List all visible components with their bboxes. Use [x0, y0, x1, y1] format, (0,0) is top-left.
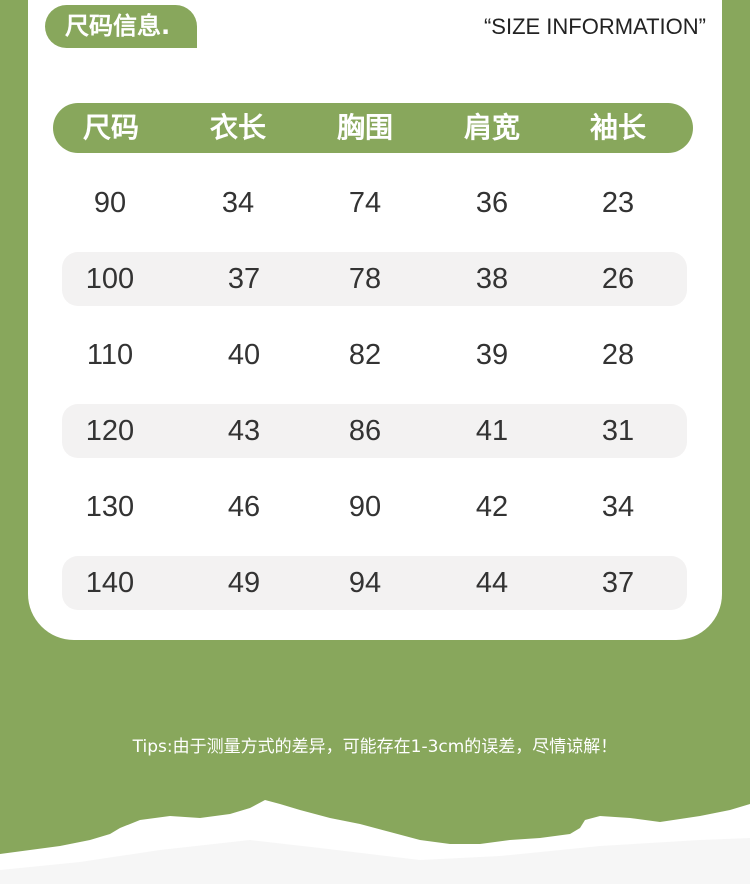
- table-cell: 86: [348, 415, 382, 447]
- table-cell: 38: [475, 263, 509, 295]
- column-header: 肩宽: [463, 111, 520, 144]
- table-cell: 41: [475, 415, 509, 447]
- table-cell: 28: [601, 339, 635, 371]
- table-cell: 40: [227, 339, 261, 371]
- table-cell: 78: [348, 263, 382, 295]
- table-cell: 43: [227, 415, 261, 447]
- table-row: 100 37 78 38 26: [62, 252, 687, 306]
- table-cell: 74: [348, 187, 382, 219]
- english-title: “SIZE INFORMATION”: [483, 14, 706, 39]
- table-cell: 37: [227, 263, 261, 295]
- table-cell: 90: [93, 187, 127, 219]
- column-header: 衣长: [209, 111, 266, 144]
- tips-text: Tips:由于测量方式的差异，可能存在1-3cm的误差，尽情谅解！: [132, 737, 618, 757]
- table-row: 130 46 90 42 34: [62, 480, 687, 534]
- column-header: 袖长: [589, 111, 646, 144]
- table-cell: 140: [85, 567, 135, 599]
- table-row: 120 43 86 41 31: [62, 404, 687, 458]
- torn-paper-edge: [0, 800, 750, 884]
- table-row: 110 40 82 39 28: [62, 328, 687, 382]
- table-cell: 23: [601, 187, 635, 219]
- table-header: 尺码 衣长 胸围 肩宽 袖长: [53, 103, 693, 153]
- table-cell: 34: [221, 187, 255, 219]
- table-cell: 82: [348, 339, 382, 371]
- table-cell: 31: [601, 415, 635, 447]
- table-row: 90 34 74 36 23: [62, 176, 687, 230]
- table-row: 140 49 94 44 37: [62, 556, 687, 610]
- table-cell: 42: [475, 491, 509, 523]
- column-header: 胸围: [336, 111, 393, 144]
- column-header: 尺码: [82, 111, 139, 144]
- table-cell: 46: [227, 491, 261, 523]
- table-cell: 26: [601, 263, 635, 295]
- table-cell: 110: [86, 339, 134, 371]
- table-cell: 44: [475, 567, 509, 599]
- table-cell: 90: [348, 491, 382, 523]
- table-cell: 100: [85, 263, 135, 295]
- table-cell: 49: [227, 567, 261, 599]
- table-cell: 39: [475, 339, 509, 371]
- table-cell: 120: [85, 415, 135, 447]
- section-badge: 尺码信息.: [45, 5, 197, 48]
- table-cell: 130: [85, 491, 135, 523]
- table-cell: 36: [475, 187, 509, 219]
- size-card: [28, 0, 722, 640]
- table-cell: 34: [601, 491, 635, 523]
- table-cell: 94: [348, 567, 382, 599]
- table-cell: 37: [601, 567, 635, 599]
